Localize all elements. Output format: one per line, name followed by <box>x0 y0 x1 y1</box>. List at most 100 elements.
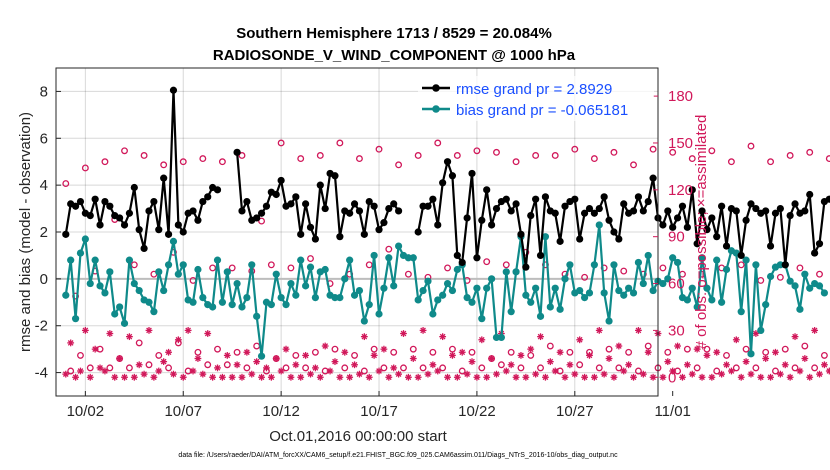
y2-tick-label: 90 <box>668 229 685 246</box>
obs-assimilated-point <box>742 358 750 366</box>
bias-point <box>194 265 202 274</box>
legend-bias-label: bias grand pr = -0.065181 <box>456 102 628 119</box>
obs-assimilated-point <box>507 361 515 369</box>
obs-assimilated-point <box>223 351 231 359</box>
obs-possible-point <box>497 361 505 369</box>
obs-assimilated-point <box>444 373 451 381</box>
rmse-point <box>101 197 109 206</box>
obs-assimilated-point <box>189 367 197 375</box>
obs-assimilated-point <box>140 370 148 378</box>
bias-point <box>287 279 295 288</box>
obs-possible-point <box>331 345 339 353</box>
rmse-point <box>120 221 129 229</box>
obs-assimilated-point <box>806 373 814 381</box>
bias-point <box>644 251 652 260</box>
rmse-point <box>346 209 354 217</box>
rmse-point <box>766 242 775 250</box>
obs-assimilated-point <box>130 373 138 381</box>
rmse-point <box>683 223 691 231</box>
rmse-point <box>747 200 755 208</box>
obs-assimilated-point <box>737 373 745 381</box>
obs-assimilated-point <box>615 342 623 350</box>
rmse-point <box>458 258 466 267</box>
obs-possible-point <box>634 367 642 375</box>
bias-point <box>483 284 491 292</box>
obs-assimilated-point <box>297 373 305 381</box>
obs-assimilated-point <box>698 373 706 381</box>
bias-point <box>532 284 540 292</box>
obs-possible-point <box>727 158 735 166</box>
obs-assimilated-point <box>434 367 442 375</box>
obs-assimilated-point <box>605 355 613 362</box>
obs-assimilated-point <box>341 348 349 356</box>
rmse-point <box>370 202 378 210</box>
y2-tick-label: 30 <box>668 322 685 339</box>
bias-point <box>434 296 442 304</box>
rmse-point <box>659 221 667 229</box>
obs-assimilated-point <box>282 345 290 353</box>
bias-point <box>806 284 814 292</box>
obs-assimilated-point <box>590 373 598 381</box>
rmse-point <box>155 226 163 234</box>
bias-point <box>473 284 481 292</box>
obs-assimilated-point <box>664 358 672 366</box>
bias-point <box>718 298 726 306</box>
rmse-point <box>762 207 770 215</box>
obs-possible-point <box>683 345 691 353</box>
obs-possible-point <box>243 364 251 372</box>
rmse-point <box>752 204 760 213</box>
y2-tick-label: 180 <box>668 88 693 105</box>
obs-assimilated-point <box>791 333 799 341</box>
obs-possible-point <box>659 264 667 272</box>
obs-possible-point <box>468 348 476 356</box>
rmse-point <box>703 226 711 234</box>
bias-point <box>67 256 75 264</box>
rmse-point <box>801 207 809 215</box>
obs-assimilated-point <box>801 355 809 362</box>
rmse-point <box>629 207 638 215</box>
rmse-point <box>722 242 731 250</box>
rmse-point <box>434 221 442 229</box>
bias-point <box>713 256 721 264</box>
obs-possible-point <box>316 152 324 159</box>
bias-point <box>688 284 696 292</box>
obs-possible-point <box>228 264 236 272</box>
rmse-point <box>595 204 603 213</box>
rmse-point <box>522 263 530 271</box>
obs-possible-point <box>409 345 417 353</box>
y2-tick-label: 120 <box>668 182 693 199</box>
rmse-point <box>483 186 491 194</box>
bias-point <box>468 298 476 306</box>
obs-assimilated-point <box>121 373 128 381</box>
rmse-point <box>213 186 222 194</box>
obs-assimilated-point <box>414 373 422 381</box>
obs-assimilated-point <box>703 351 711 359</box>
obs-possible-point <box>62 180 70 188</box>
rmse-point <box>331 172 339 180</box>
obs-possible-point <box>311 348 319 356</box>
obs-possible-point <box>527 351 535 359</box>
obs-assimilated-point <box>160 358 168 366</box>
obs-assimilated-point <box>263 364 270 372</box>
bias-point <box>747 350 755 358</box>
bias-point <box>556 305 564 313</box>
obs-assimilated-point <box>116 355 124 362</box>
obs-assimilated-point <box>762 355 770 362</box>
rmse-point <box>321 204 329 213</box>
obs-assimilated-point <box>395 370 403 378</box>
bias-point <box>253 312 261 320</box>
rmse-point <box>644 197 652 206</box>
rmse-point <box>502 195 510 203</box>
obs-assimilated-point <box>267 373 275 381</box>
bias-point <box>91 256 99 264</box>
bias-point <box>502 268 510 276</box>
obs-assimilated-point <box>468 358 476 366</box>
bias-point <box>135 286 143 295</box>
obs-assimilated-point <box>243 348 251 356</box>
chart-subtitle: RADIOSONDE_V_WIND_COMPONENT @ 1000 hPa <box>213 47 576 64</box>
obs-possible-point <box>375 145 383 153</box>
x-tick-label: 10/02 <box>67 403 105 420</box>
bias-point <box>267 301 275 309</box>
obs-possible-point <box>106 364 114 372</box>
rmse-point <box>713 233 721 241</box>
